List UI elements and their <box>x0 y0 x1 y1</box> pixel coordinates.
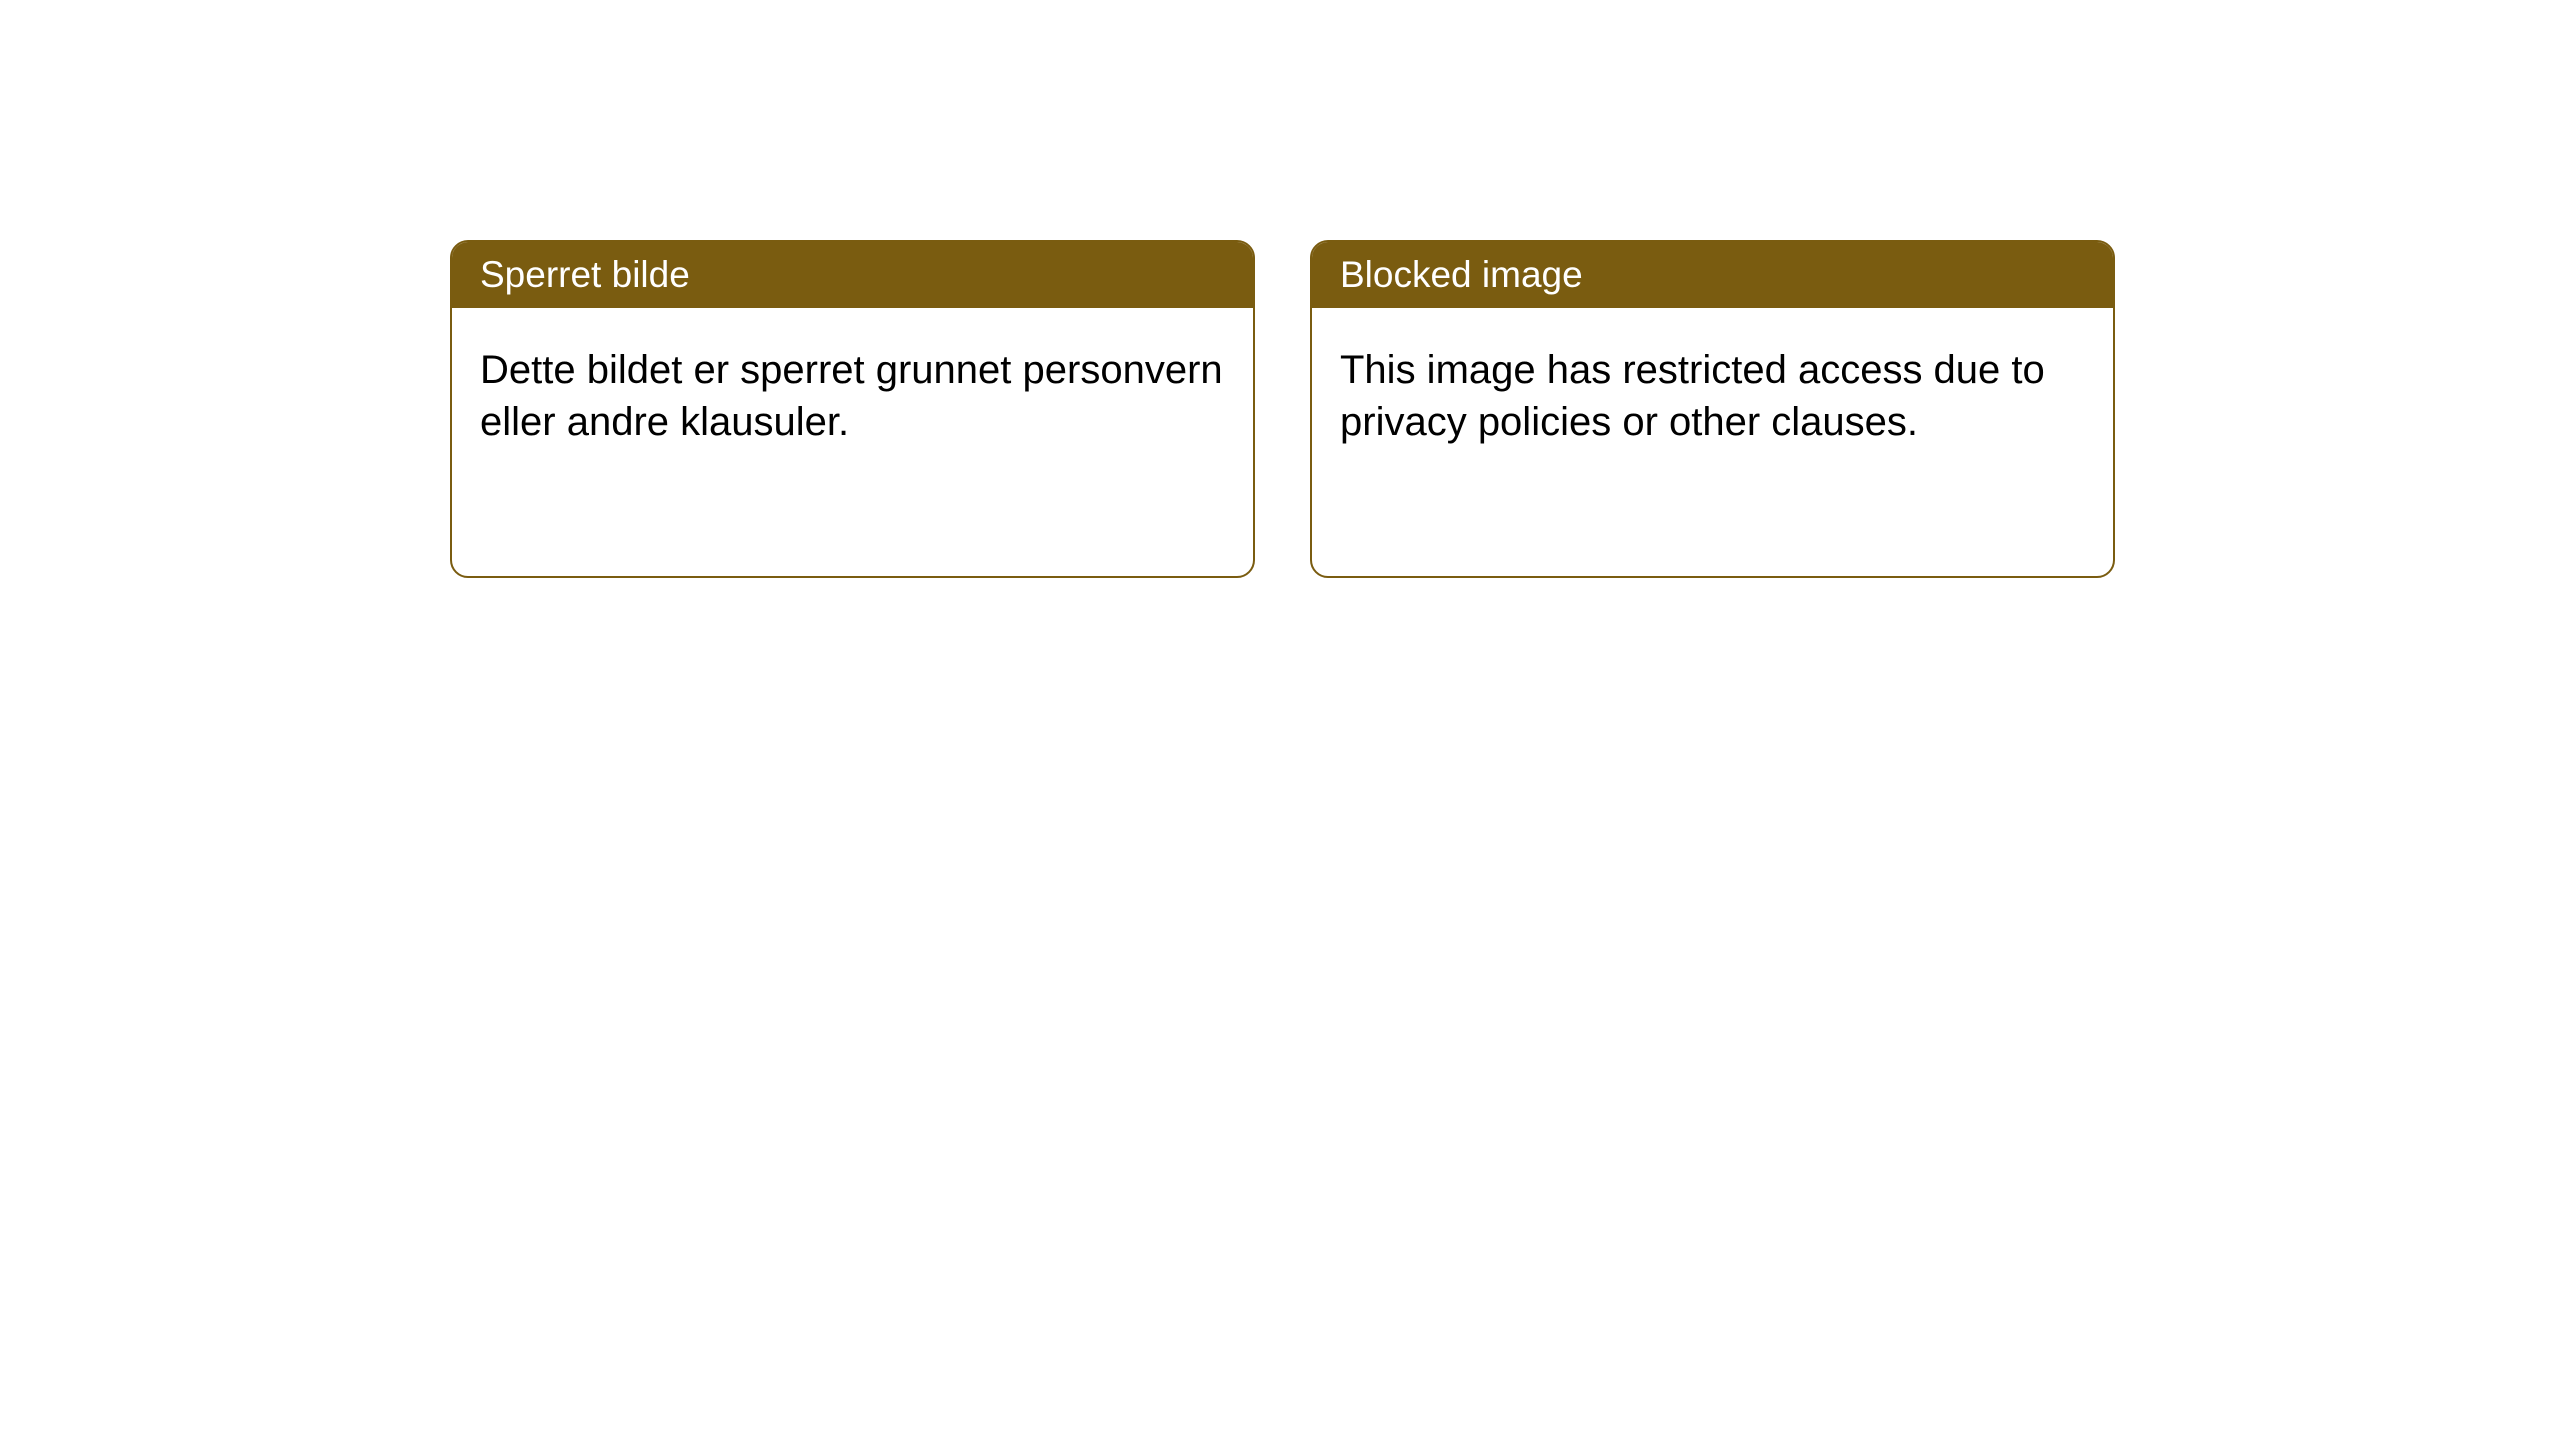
card-header-en: Blocked image <box>1312 242 2113 308</box>
card-body-en: This image has restricted access due to … <box>1312 308 2113 484</box>
card-message-en: This image has restricted access due to … <box>1340 348 2045 444</box>
card-message-no: Dette bildet er sperret grunnet personve… <box>480 348 1223 444</box>
blocked-image-card-en: Blocked image This image has restricted … <box>1310 240 2115 578</box>
blocked-image-card-no: Sperret bilde Dette bildet er sperret gr… <box>450 240 1255 578</box>
card-title-en: Blocked image <box>1340 254 1583 295</box>
card-header-no: Sperret bilde <box>452 242 1253 308</box>
cards-container: Sperret bilde Dette bildet er sperret gr… <box>0 0 2560 578</box>
card-body-no: Dette bildet er sperret grunnet personve… <box>452 308 1253 484</box>
card-title-no: Sperret bilde <box>480 254 690 295</box>
